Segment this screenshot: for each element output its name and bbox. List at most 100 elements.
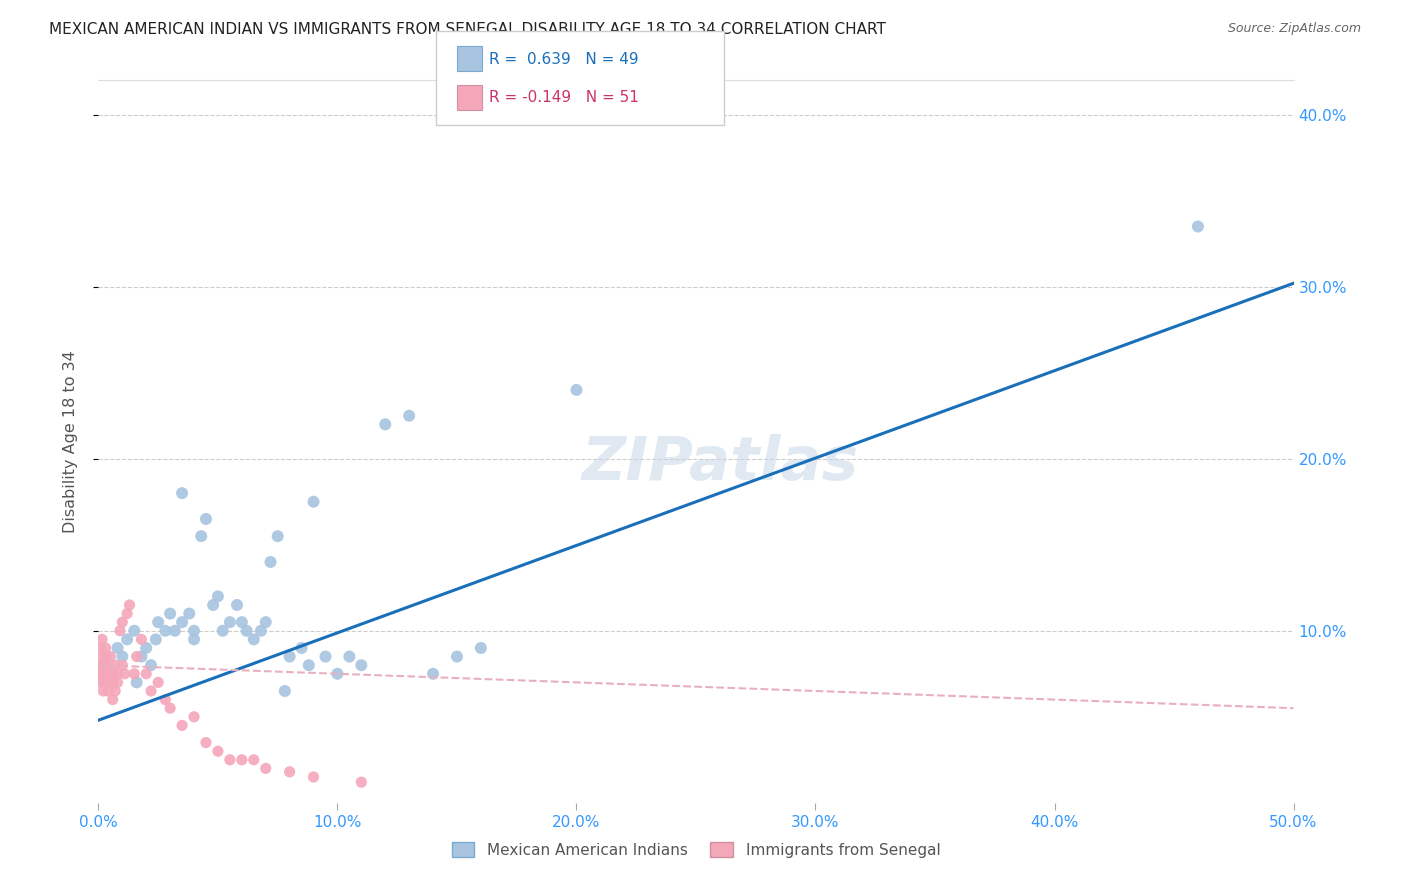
Point: [195, 735, 218, 749]
Point: [470, 640, 492, 655]
Text: Source: ZipAtlas.com: Source: ZipAtlas.com: [1227, 22, 1361, 36]
Point: [219, 615, 242, 630]
Point: [254, 761, 277, 775]
Point: [90, 649, 112, 664]
Point: [125, 649, 148, 664]
Point: [243, 753, 266, 767]
Point: [172, 718, 194, 732]
Point: [278, 764, 301, 779]
Point: [89, 640, 111, 655]
Point: [114, 666, 136, 681]
Point: [274, 684, 297, 698]
Point: [374, 417, 396, 432]
Point: [190, 529, 212, 543]
Point: [125, 675, 148, 690]
Point: [350, 658, 373, 673]
Point: [98, 666, 122, 681]
Point: [111, 658, 134, 673]
Point: [259, 555, 281, 569]
Point: [135, 666, 157, 681]
Point: [172, 486, 194, 500]
Point: [111, 649, 134, 664]
Point: [326, 666, 349, 681]
Point: [250, 624, 273, 638]
Point: [207, 744, 229, 758]
Point: [124, 624, 146, 638]
Point: [115, 607, 138, 621]
Point: [94, 649, 117, 664]
Point: [90, 666, 112, 681]
Point: [91, 666, 114, 681]
Point: [183, 632, 205, 647]
Point: [565, 383, 588, 397]
Point: [278, 649, 301, 664]
Point: [101, 692, 124, 706]
Point: [94, 640, 117, 655]
Point: [115, 632, 138, 647]
Point: [172, 615, 194, 630]
Point: [93, 675, 115, 690]
Point: [97, 684, 120, 698]
Point: [339, 649, 361, 664]
Point: [231, 615, 253, 630]
Point: [219, 753, 242, 767]
Point: [155, 624, 177, 638]
Text: R =  0.639   N = 49: R = 0.639 N = 49: [489, 52, 638, 67]
Point: [108, 624, 131, 638]
Legend: Mexican American Indians, Immigrants from Senegal: Mexican American Indians, Immigrants fro…: [446, 836, 946, 863]
Point: [111, 615, 134, 630]
Point: [139, 658, 162, 673]
Point: [446, 649, 468, 664]
Point: [195, 512, 218, 526]
Point: [131, 649, 153, 664]
Point: [101, 666, 124, 681]
Point: [211, 624, 233, 638]
Point: [98, 649, 122, 664]
Point: [302, 770, 325, 784]
Point: [98, 666, 122, 681]
Point: [159, 701, 181, 715]
Y-axis label: Disability Age 18 to 34: Disability Age 18 to 34: [63, 351, 77, 533]
Text: R = -0.149   N = 51: R = -0.149 N = 51: [489, 90, 640, 105]
Point: [91, 658, 114, 673]
Point: [179, 607, 201, 621]
Point: [104, 658, 127, 673]
Point: [124, 666, 146, 681]
Point: [315, 649, 337, 664]
Point: [422, 666, 444, 681]
Point: [1187, 219, 1209, 234]
Point: [226, 598, 249, 612]
Point: [183, 624, 205, 638]
Point: [135, 640, 157, 655]
Point: [207, 590, 229, 604]
Point: [398, 409, 420, 423]
Point: [97, 666, 120, 681]
Point: [90, 675, 112, 690]
Point: [159, 607, 181, 621]
Point: [145, 632, 167, 647]
Point: [89, 658, 111, 673]
Point: [98, 675, 122, 690]
Text: ZIPatlas: ZIPatlas: [581, 434, 859, 492]
Point: [183, 710, 205, 724]
Point: [139, 684, 162, 698]
Point: [231, 753, 253, 767]
Text: MEXICAN AMERICAN INDIAN VS IMMIGRANTS FROM SENEGAL DISABILITY AGE 18 TO 34 CORRE: MEXICAN AMERICAN INDIAN VS IMMIGRANTS FR…: [49, 22, 886, 37]
Point: [97, 658, 120, 673]
Point: [267, 529, 290, 543]
Point: [94, 658, 117, 673]
Point: [291, 640, 314, 655]
Point: [91, 632, 114, 647]
Point: [104, 684, 127, 698]
Point: [302, 494, 325, 508]
Point: [350, 775, 373, 789]
Point: [148, 615, 170, 630]
Point: [202, 598, 225, 612]
Point: [118, 598, 141, 612]
Point: [91, 684, 114, 698]
Point: [107, 666, 129, 681]
Point: [254, 615, 277, 630]
Point: [235, 624, 257, 638]
Point: [155, 692, 177, 706]
Point: [101, 675, 124, 690]
